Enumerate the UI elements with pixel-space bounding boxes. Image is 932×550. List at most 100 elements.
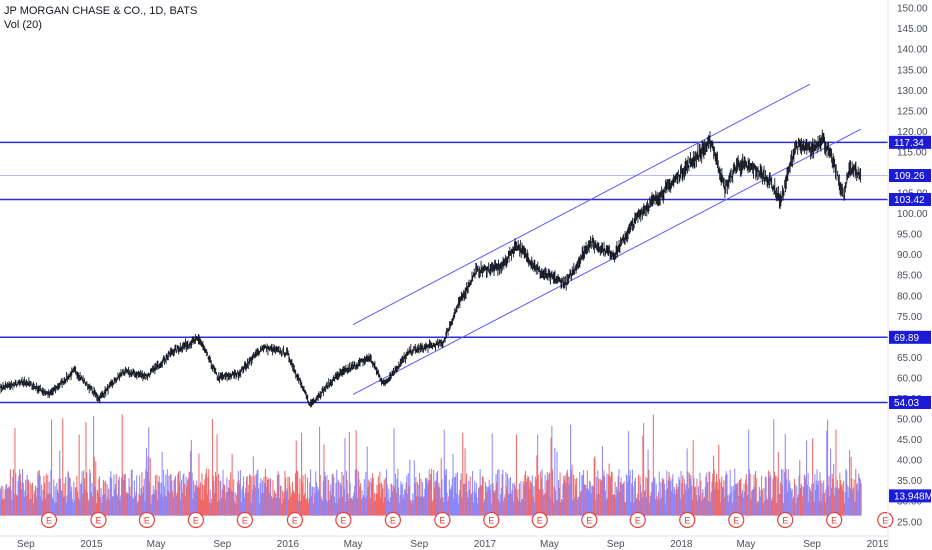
volume-bar xyxy=(819,472,821,516)
trend-channel-upper-line[interactable] xyxy=(352,83,811,325)
volume-bar xyxy=(508,478,510,516)
volume-bar xyxy=(760,496,762,516)
volume-bar xyxy=(383,479,385,516)
earnings-marker[interactable]: E xyxy=(728,511,745,529)
earnings-marker[interactable]: E xyxy=(434,511,451,529)
earnings-marker-label: E xyxy=(144,516,150,526)
earnings-marker[interactable]: E xyxy=(138,511,156,529)
volume-bar xyxy=(846,485,848,516)
volume-bar xyxy=(736,483,738,516)
volume-bar xyxy=(15,472,17,516)
volume-bar xyxy=(74,487,76,516)
volume-bar xyxy=(460,473,462,516)
last-price-tag-text: 109.26 xyxy=(894,171,925,182)
volume-bar xyxy=(846,470,848,516)
last-price-tag[interactable]: 109.26 xyxy=(889,169,931,183)
volume-bar xyxy=(266,476,268,516)
volume-bar xyxy=(394,487,396,516)
volume-bar xyxy=(238,480,240,516)
volume-bar xyxy=(472,471,474,516)
volume-bar xyxy=(273,497,275,516)
level-price-tag[interactable]: 103.42 xyxy=(889,193,931,207)
earnings-marker[interactable]: E xyxy=(384,511,401,529)
volume-bar xyxy=(454,476,456,516)
level-lines xyxy=(0,141,888,404)
level-price-tag[interactable]: 69.89 xyxy=(889,330,931,344)
earnings-marker[interactable]: E xyxy=(777,511,794,529)
volume-bar xyxy=(812,438,814,516)
earnings-marker[interactable]: E xyxy=(679,511,696,529)
volume-bar xyxy=(815,490,817,516)
price-axis-tick-label: 60.00 xyxy=(897,373,922,384)
volume-bar xyxy=(522,481,524,516)
price-axis[interactable]: 25.0030.0035.0040.0045.0050.0055.0060.00… xyxy=(887,0,932,550)
earnings-marker[interactable]: E xyxy=(531,511,548,529)
volume-bar xyxy=(484,499,486,516)
trend-channel-lower-line[interactable] xyxy=(352,128,861,395)
volume-bar xyxy=(374,500,376,516)
earnings-marker[interactable]: E xyxy=(826,511,843,529)
symbol-title[interactable]: JP MORGAN CHASE & CO., 1D, BATS xyxy=(4,5,198,17)
volume-bar xyxy=(835,429,837,516)
volume-bar xyxy=(135,491,137,516)
volume-bar xyxy=(586,488,588,516)
volume-bar xyxy=(2,486,4,516)
volume-bar xyxy=(647,449,649,516)
volume-bar xyxy=(422,497,424,516)
volume-bar xyxy=(271,498,273,516)
earnings-marker[interactable]: E xyxy=(335,511,352,529)
volume-bar xyxy=(205,468,207,516)
volume-bar xyxy=(546,480,548,516)
level-price-tag[interactable]: 54.03 xyxy=(889,395,931,409)
earnings-marker[interactable]: E xyxy=(286,511,304,529)
volume-bar xyxy=(378,484,380,516)
volume-bar xyxy=(270,478,272,516)
volume-bar xyxy=(283,492,285,516)
volume-bar xyxy=(668,471,670,516)
volume-bar xyxy=(634,480,636,516)
earnings-marker[interactable]: E xyxy=(483,511,500,529)
volume-bar xyxy=(306,498,308,516)
earnings-marker-label: E xyxy=(586,516,592,526)
volume-bar xyxy=(198,453,200,516)
volume-readout-tag[interactable]: 13.948M xyxy=(889,489,932,503)
trend-channel[interactable] xyxy=(352,83,861,395)
volume-bar xyxy=(165,474,167,516)
volume-bar xyxy=(556,451,558,516)
volume-bar xyxy=(522,499,524,516)
volume-bar xyxy=(371,483,373,516)
volume-bar xyxy=(272,480,274,516)
volume-bar xyxy=(775,475,777,516)
volume-bar xyxy=(297,500,299,516)
time-axis[interactable]: Sep 2015 May Sep 2016 May Sep 2017 May Sep 2018 May… xyxy=(0,535,889,550)
volume-bar xyxy=(676,489,678,516)
earnings-marker[interactable]: E xyxy=(236,511,253,529)
earnings-marker[interactable]: E xyxy=(90,511,107,529)
volume-bar xyxy=(242,486,244,516)
volume-bar xyxy=(121,414,123,516)
volume-bar xyxy=(787,492,789,516)
volume-bar xyxy=(740,478,742,516)
volume-bar xyxy=(392,485,394,516)
volume-bar xyxy=(465,483,467,516)
earnings-marker[interactable]: E xyxy=(40,511,58,529)
volume-bar xyxy=(0,485,2,516)
earnings-marker[interactable]: E xyxy=(581,511,598,529)
volume-bar xyxy=(758,502,760,516)
level-price-tag[interactable]: 117.34 xyxy=(889,135,931,149)
volume-bar xyxy=(342,496,344,516)
volume-bar xyxy=(16,496,18,516)
earnings-marker[interactable]: E xyxy=(877,511,894,529)
volume-indicator-label[interactable]: Vol (20) xyxy=(4,19,42,31)
volume-bar xyxy=(692,440,694,516)
volume-bar xyxy=(642,435,644,516)
level-price-tag-bg xyxy=(889,193,931,207)
volume-bar xyxy=(469,489,471,516)
volume-bar xyxy=(584,484,586,516)
volume-bar xyxy=(3,498,5,516)
earnings-marker[interactable]: E xyxy=(629,511,646,529)
earnings-marker[interactable]: E xyxy=(187,511,204,529)
